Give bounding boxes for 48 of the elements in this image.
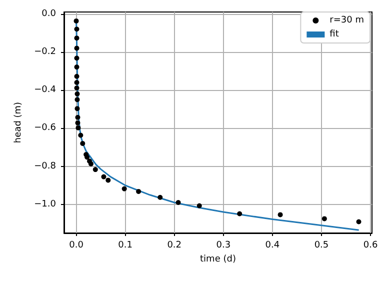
y-tick-label: −0.4	[34, 85, 56, 96]
x-tick-label: 0.2	[167, 240, 182, 250]
point	[74, 86, 80, 91]
point	[74, 97, 80, 102]
point	[92, 167, 98, 172]
x-tick-label: 0.0	[69, 240, 84, 250]
point	[84, 154, 90, 160]
x-tick-label: 0.6	[363, 240, 378, 250]
point	[136, 188, 142, 194]
point	[74, 18, 79, 24]
x-tick-label: 0.4	[265, 240, 280, 250]
point	[74, 46, 80, 51]
point	[158, 194, 163, 200]
point	[106, 178, 111, 183]
point	[74, 91, 80, 96]
y-axis-title: head (m)	[14, 102, 24, 144]
x-tick-label: 0.3	[216, 240, 231, 250]
y-tick-label: 0.0	[42, 8, 56, 19]
point	[80, 140, 86, 146]
point	[75, 114, 80, 120]
point	[356, 219, 362, 224]
point	[322, 216, 327, 222]
point	[75, 120, 80, 126]
y-tick-label: −0.6	[34, 123, 56, 134]
point	[176, 200, 181, 206]
legend-label: r=30 m	[330, 16, 364, 26]
point	[78, 132, 84, 138]
x-axis-title: time (d)	[200, 254, 236, 264]
point	[122, 186, 127, 192]
point	[74, 36, 80, 41]
point	[74, 64, 80, 70]
point	[278, 212, 283, 218]
point	[74, 26, 80, 32]
y-tick-label: −1.0	[34, 199, 56, 210]
point	[196, 203, 202, 208]
point	[76, 125, 81, 130]
y-tick-label: −0.8	[34, 161, 56, 172]
point	[74, 106, 80, 112]
point	[74, 56, 80, 61]
x-tick-label: 0.1	[118, 240, 132, 250]
point	[237, 211, 242, 216]
point	[74, 80, 80, 85]
point	[88, 161, 94, 166]
x-tick-label: 0.5	[314, 240, 329, 250]
point	[101, 174, 106, 180]
point	[74, 74, 80, 79]
legend-label: fit	[330, 30, 340, 40]
y-tick-label: −0.2	[34, 47, 56, 58]
